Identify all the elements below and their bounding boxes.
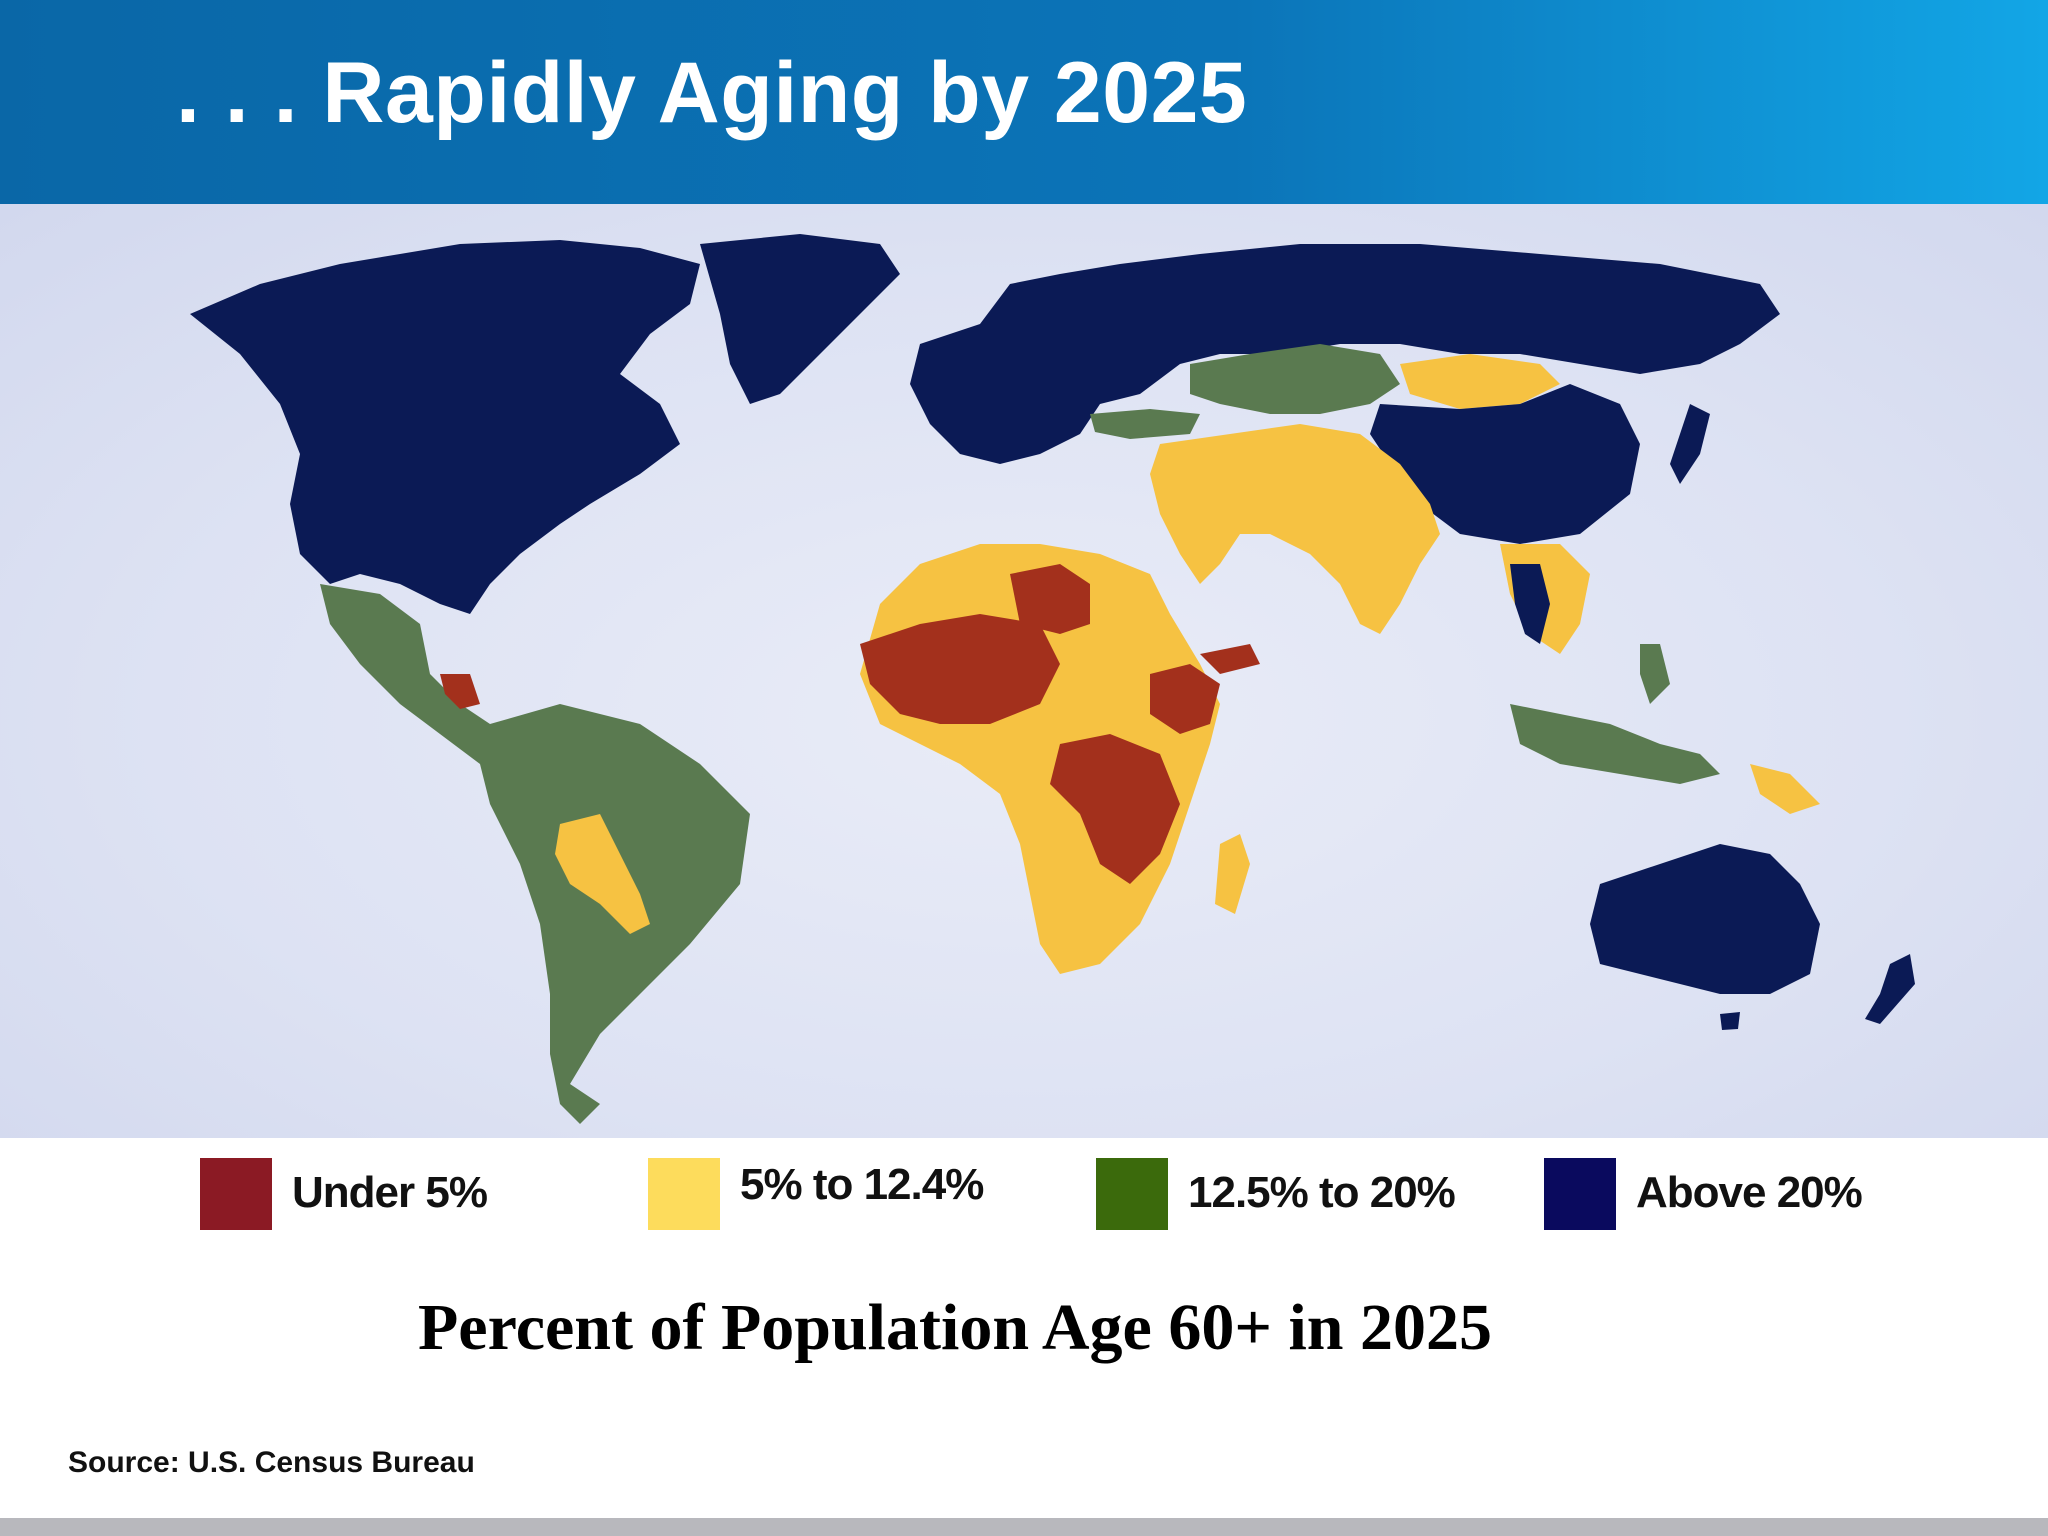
legend-label-12-to-20: 12.5% to 20% xyxy=(1188,1168,1456,1217)
region-japan xyxy=(1670,404,1710,484)
region-central-asia xyxy=(1190,344,1400,414)
legend-label-above-20: Above 20% xyxy=(1636,1168,1863,1217)
region-philippines xyxy=(1640,644,1670,704)
region-europe-russia xyxy=(910,244,1780,464)
region-indonesia xyxy=(1510,704,1720,784)
region-thailand xyxy=(1510,564,1550,644)
region-greenland xyxy=(700,234,900,404)
map-legend: Under 5% 5% to 12.4% 12.5% to 20% Above … xyxy=(0,1138,2048,1248)
region-central-america-under5 xyxy=(440,674,480,709)
world-map-svg xyxy=(190,234,1915,1124)
legend-swatch-12-to-20 xyxy=(1096,1158,1168,1230)
region-yemen-under5 xyxy=(1200,644,1260,674)
region-west-africa-under5 xyxy=(860,614,1060,724)
region-mexico xyxy=(320,584,510,764)
legend-swatch-under-5 xyxy=(200,1158,272,1230)
region-china xyxy=(1370,384,1640,544)
region-papua xyxy=(1750,764,1820,814)
legend-swatch-5-to-12 xyxy=(648,1158,720,1230)
region-madagascar xyxy=(1215,834,1250,914)
legend-label-5-to-12: 5% to 12.4% xyxy=(740,1160,984,1209)
region-australia xyxy=(1590,844,1820,994)
region-libya-under5 xyxy=(1010,564,1090,634)
region-turkey xyxy=(1090,409,1200,439)
world-map xyxy=(0,204,2048,1138)
source-note: Source: U.S. Census Bureau xyxy=(68,1446,475,1479)
slide-header: . . . Rapidly Aging by 2025 xyxy=(0,0,2048,204)
region-new-zealand xyxy=(1865,954,1915,1024)
legend-swatch-above-20 xyxy=(1544,1158,1616,1230)
slide-title: . . . Rapidly Aging by 2025 xyxy=(176,45,1248,141)
region-bolivia-paraguay xyxy=(555,814,650,934)
footer-bar xyxy=(0,1518,2048,1536)
legend-label-under-5: Under 5% xyxy=(292,1168,488,1217)
region-mongolia xyxy=(1400,354,1560,409)
region-middle-east-south-asia xyxy=(1150,424,1440,634)
region-tasmania xyxy=(1720,1012,1740,1030)
map-caption: Percent of Population Age 60+ in 2025 xyxy=(417,1291,1492,1364)
region-ethiopia-under5 xyxy=(1150,664,1220,734)
region-central-africa-under5 xyxy=(1050,734,1180,884)
region-north-america xyxy=(190,240,700,614)
